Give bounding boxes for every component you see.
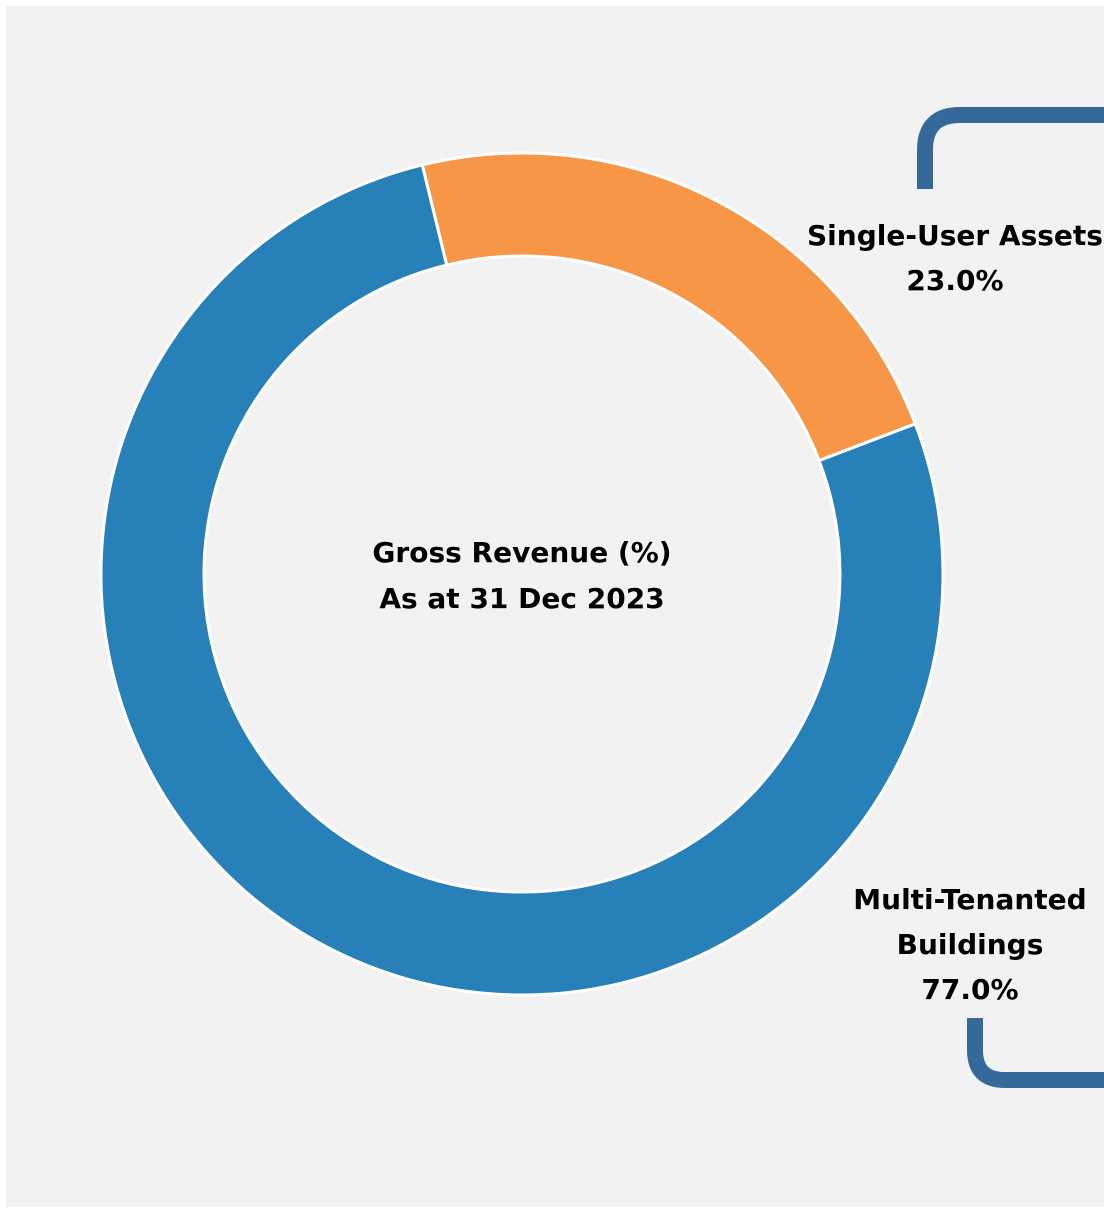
bracket-top (917, 107, 1104, 189)
chart-title: Gross Revenue (%) (372, 536, 672, 569)
category-label: Multi-Tenanted Buildings (853, 883, 1087, 961)
donut-segment (99, 163, 945, 997)
value-label: 77.0% (921, 973, 1019, 1006)
segment-label: Single-User Assets 23.0% (755, 213, 1104, 303)
segment-label: Multi-Tenanted Buildings 77.0% (835, 877, 1104, 1012)
category-label: Single-User Assets (807, 219, 1103, 252)
chart-subtitle: As at 31 Dec 2023 (379, 582, 665, 615)
donut-segment (420, 151, 918, 463)
chart-frame: Gross Revenue (%) As at 31 Dec 2023 Sing… (6, 6, 1104, 1207)
chart (99, 107, 1104, 1088)
value-label: 23.0% (906, 264, 1004, 297)
bracket-bottom (967, 1018, 1104, 1088)
